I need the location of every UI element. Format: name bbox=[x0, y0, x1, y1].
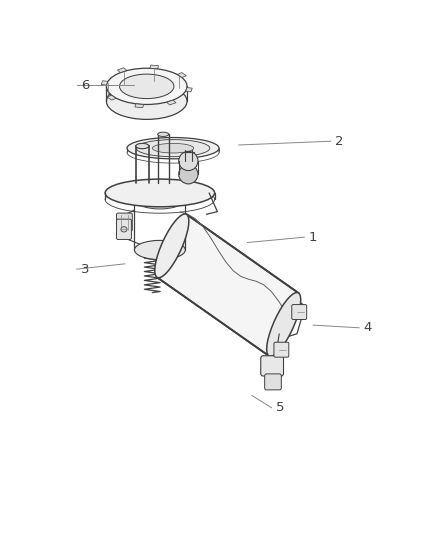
Text: 6: 6 bbox=[81, 79, 89, 92]
Ellipse shape bbox=[134, 190, 185, 209]
Ellipse shape bbox=[158, 132, 169, 136]
Ellipse shape bbox=[267, 293, 301, 357]
Polygon shape bbox=[150, 65, 159, 69]
Polygon shape bbox=[101, 81, 108, 85]
Ellipse shape bbox=[121, 227, 127, 232]
Ellipse shape bbox=[155, 214, 189, 278]
FancyBboxPatch shape bbox=[265, 374, 281, 390]
Ellipse shape bbox=[105, 179, 215, 207]
Polygon shape bbox=[157, 214, 299, 356]
FancyBboxPatch shape bbox=[117, 219, 131, 239]
Polygon shape bbox=[135, 104, 144, 108]
FancyBboxPatch shape bbox=[117, 213, 132, 231]
FancyBboxPatch shape bbox=[261, 356, 283, 376]
Text: 3: 3 bbox=[81, 263, 89, 276]
Polygon shape bbox=[186, 87, 192, 92]
Ellipse shape bbox=[179, 165, 198, 184]
Polygon shape bbox=[117, 68, 127, 72]
Ellipse shape bbox=[106, 68, 187, 104]
Text: 2: 2 bbox=[335, 135, 343, 148]
Ellipse shape bbox=[106, 83, 187, 119]
Text: 4: 4 bbox=[364, 321, 372, 334]
Ellipse shape bbox=[136, 143, 149, 149]
Ellipse shape bbox=[127, 138, 219, 159]
FancyBboxPatch shape bbox=[274, 342, 289, 357]
Ellipse shape bbox=[179, 151, 198, 171]
Text: 5: 5 bbox=[276, 401, 284, 414]
Polygon shape bbox=[166, 100, 176, 105]
Ellipse shape bbox=[134, 240, 185, 260]
Text: 1: 1 bbox=[309, 231, 317, 244]
Ellipse shape bbox=[136, 140, 210, 157]
Polygon shape bbox=[107, 95, 116, 100]
FancyBboxPatch shape bbox=[292, 304, 307, 319]
Polygon shape bbox=[177, 72, 186, 77]
Ellipse shape bbox=[152, 143, 194, 153]
Ellipse shape bbox=[120, 74, 174, 99]
